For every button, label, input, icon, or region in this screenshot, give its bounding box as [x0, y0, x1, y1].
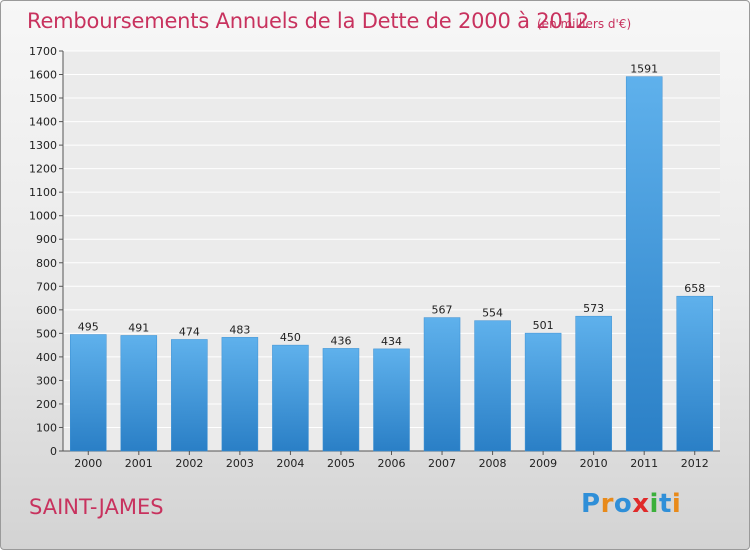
y-tick-label: 1600	[29, 69, 57, 82]
logo-letter: x	[632, 489, 650, 519]
bar	[70, 334, 107, 452]
bar	[171, 339, 208, 452]
y-tick-label: 500	[36, 327, 57, 340]
chart-title: Remboursements Annuels de la Dette de 20…	[27, 9, 589, 33]
x-tick-label: 2011	[630, 457, 658, 470]
x-tick-label: 2007	[428, 457, 456, 470]
x-tick-label: 2003	[226, 457, 254, 470]
bar-value-label: 491	[128, 321, 149, 334]
bar	[221, 337, 259, 452]
y-tick-label: 1300	[29, 139, 57, 152]
bar-value-label: 501	[533, 319, 554, 332]
x-tick-label: 2001	[125, 457, 153, 470]
bar-value-label: 450	[280, 331, 301, 344]
logo-letter: i	[671, 489, 682, 519]
logo-letter: o	[613, 489, 633, 519]
bar	[625, 76, 663, 452]
bar-value-label: 658	[684, 282, 705, 295]
x-tick-label: 2010	[580, 457, 608, 470]
bar	[575, 315, 612, 452]
y-tick-label: 0	[50, 445, 57, 458]
x-tick-label: 2008	[479, 457, 507, 470]
y-tick-label: 200	[36, 398, 57, 411]
bar-value-label: 554	[482, 307, 503, 320]
y-tick-label: 100	[36, 421, 57, 434]
y-tick-label: 1000	[29, 210, 57, 223]
bar-value-label: 483	[229, 323, 250, 336]
y-tick-label: 1500	[29, 92, 57, 105]
bar	[120, 335, 158, 452]
logo-letter: t	[658, 489, 672, 519]
bar	[322, 348, 360, 452]
bar-value-label: 434	[381, 335, 402, 348]
proxiti-logo: Proxiti	[581, 489, 681, 519]
y-tick-label: 600	[36, 304, 57, 317]
bar	[373, 348, 410, 452]
y-tick-label: 1400	[29, 116, 57, 129]
logo-letter: r	[600, 489, 614, 519]
bar	[524, 332, 562, 452]
bar	[272, 344, 309, 452]
y-tick-label: 800	[36, 257, 57, 270]
bar-value-label: 495	[78, 321, 99, 334]
y-tick-label: 900	[36, 233, 57, 246]
bar	[423, 317, 461, 452]
y-tick-label: 400	[36, 351, 57, 364]
x-tick-label: 2002	[175, 457, 203, 470]
bar	[676, 295, 713, 452]
y-tick-label: 1100	[29, 186, 57, 199]
x-tick-label: 2004	[276, 457, 304, 470]
y-tick-label: 700	[36, 280, 57, 293]
x-tick-label: 2006	[378, 457, 406, 470]
x-tick-label: 2012	[681, 457, 709, 470]
y-tick-label: 300	[36, 374, 57, 387]
bar	[474, 320, 511, 452]
bar-value-label: 573	[583, 302, 604, 315]
logo-letter: P	[581, 489, 601, 519]
x-tick-label: 2000	[74, 457, 102, 470]
y-tick-label: 1200	[29, 163, 57, 176]
chart-subtitle: (en milliers d'€)	[537, 17, 632, 31]
logo-letter: i	[649, 489, 659, 519]
y-tick-label: 1700	[29, 45, 57, 58]
bar-value-label: 474	[179, 325, 200, 338]
bar-value-label: 436	[330, 334, 351, 347]
bar-value-label: 567	[432, 304, 453, 317]
x-tick-label: 2009	[529, 457, 557, 470]
x-tick-label: 2005	[327, 457, 355, 470]
location-name: SAINT-JAMES	[29, 495, 164, 519]
bar-value-label: 1591	[630, 63, 658, 76]
